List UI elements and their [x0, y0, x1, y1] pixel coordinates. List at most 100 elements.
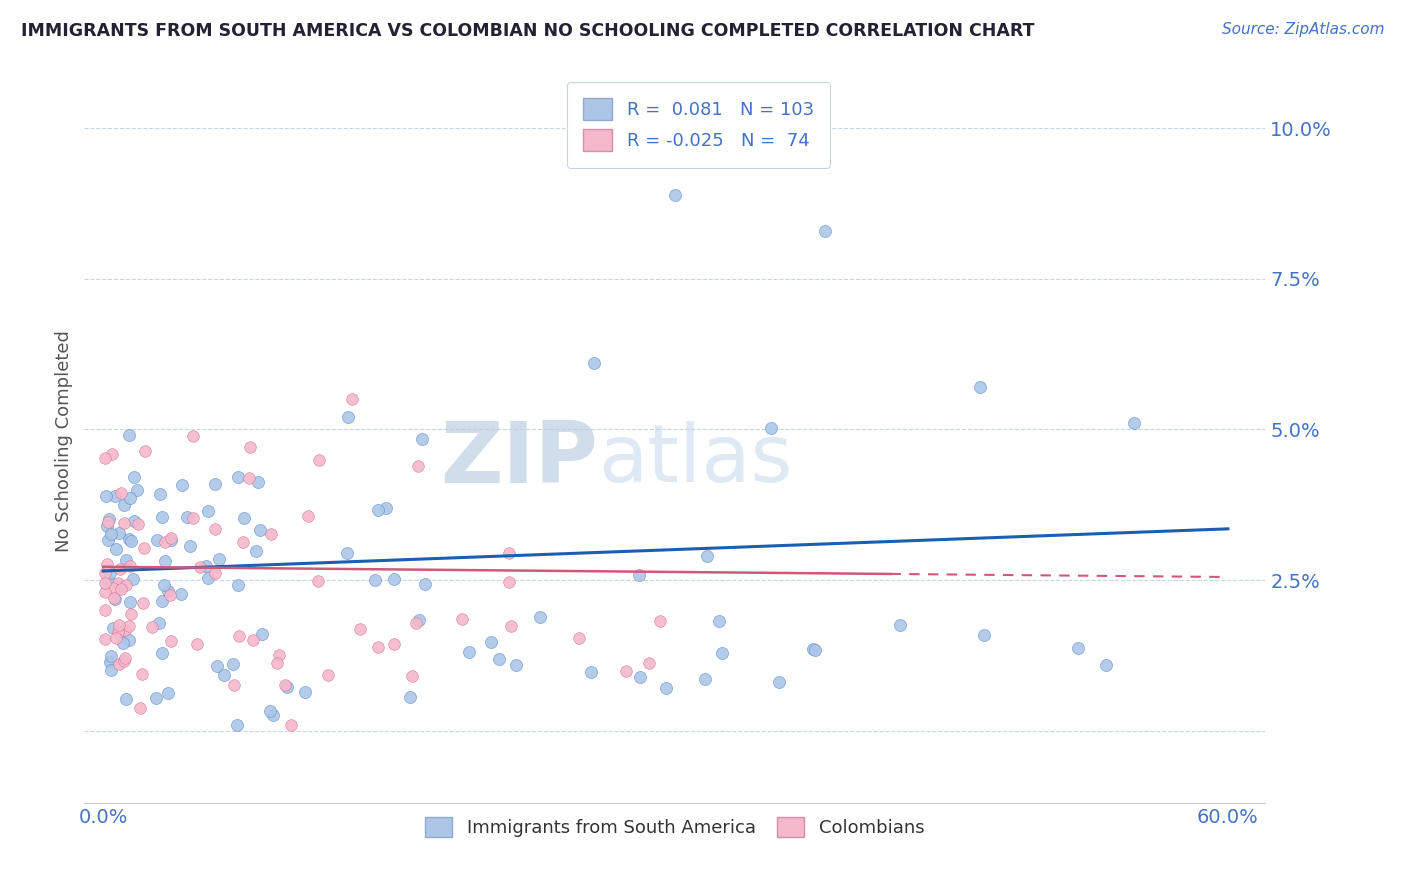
Point: [316, 667, 339, 681]
Point: [458, 645, 481, 659]
Point: [179, 539, 201, 553]
Point: [96, 557, 118, 571]
Point: [280, 717, 302, 731]
Point: [238, 470, 260, 484]
Point: [242, 632, 264, 647]
Point: [294, 685, 316, 699]
Point: [117, 533, 139, 547]
Point: [398, 690, 420, 704]
Point: [107, 526, 129, 541]
Point: [94, 450, 117, 465]
Point: [101, 447, 124, 461]
Point: [207, 659, 229, 673]
Point: [266, 656, 288, 670]
Point: [120, 607, 142, 621]
Point: [648, 614, 671, 628]
Point: [103, 591, 125, 605]
Point: [367, 502, 389, 516]
Point: [188, 559, 211, 574]
Point: [114, 651, 136, 665]
Point: [583, 356, 606, 370]
Point: [226, 470, 249, 484]
Point: [155, 535, 177, 549]
Point: [134, 443, 156, 458]
Text: Source: ZipAtlas.com: Source: ZipAtlas.com: [1222, 22, 1385, 37]
Point: [711, 646, 734, 660]
Point: [145, 690, 167, 705]
Point: [105, 631, 128, 645]
Point: [107, 625, 129, 640]
Point: [159, 588, 181, 602]
Point: [108, 618, 131, 632]
Point: [349, 623, 371, 637]
Point: [94, 576, 117, 591]
Point: [159, 533, 181, 548]
Point: [110, 579, 132, 593]
Point: [222, 657, 245, 671]
Point: [118, 632, 141, 647]
Point: [274, 678, 297, 692]
Point: [118, 595, 141, 609]
Text: ZIP: ZIP: [440, 418, 598, 501]
Point: [247, 475, 270, 490]
Point: [804, 643, 827, 657]
Point: [768, 674, 790, 689]
Point: [382, 637, 405, 651]
Point: [413, 577, 436, 591]
Point: [614, 664, 637, 678]
Point: [239, 441, 262, 455]
Point: [401, 669, 423, 683]
Point: [100, 527, 122, 541]
Point: [150, 594, 173, 608]
Point: [150, 646, 173, 660]
Point: [125, 483, 148, 498]
Point: [160, 531, 183, 545]
Point: [498, 574, 520, 589]
Point: [94, 489, 117, 503]
Point: [97, 515, 120, 529]
Point: [267, 648, 290, 662]
Point: [110, 582, 132, 597]
Point: [98, 655, 121, 669]
Point: [197, 571, 219, 585]
Point: [181, 511, 204, 525]
Point: [204, 477, 226, 491]
Point: [127, 516, 149, 531]
Point: [297, 508, 319, 523]
Point: [118, 491, 141, 505]
Point: [118, 618, 141, 632]
Point: [114, 623, 136, 637]
Point: [96, 518, 118, 533]
Point: [148, 616, 170, 631]
Point: [889, 618, 911, 632]
Point: [276, 680, 298, 694]
Point: [406, 458, 429, 473]
Point: [226, 717, 249, 731]
Point: [100, 648, 122, 663]
Point: [101, 621, 124, 635]
Point: [709, 614, 731, 628]
Point: [307, 574, 329, 588]
Point: [367, 640, 389, 654]
Point: [120, 533, 142, 548]
Y-axis label: No Schooling Completed: No Schooling Completed: [55, 331, 73, 552]
Point: [374, 500, 396, 515]
Point: [157, 583, 180, 598]
Point: [112, 516, 135, 531]
Point: [118, 427, 141, 442]
Point: [207, 551, 229, 566]
Point: [408, 614, 430, 628]
Point: [628, 670, 651, 684]
Point: [112, 654, 135, 668]
Point: [146, 533, 169, 548]
Point: [94, 585, 117, 599]
Point: [260, 527, 283, 541]
Point: [252, 627, 274, 641]
Point: [122, 514, 145, 528]
Point: [194, 558, 217, 573]
Point: [232, 535, 254, 549]
Point: [112, 499, 135, 513]
Point: [364, 573, 387, 587]
Point: [104, 490, 127, 504]
Point: [169, 586, 191, 600]
